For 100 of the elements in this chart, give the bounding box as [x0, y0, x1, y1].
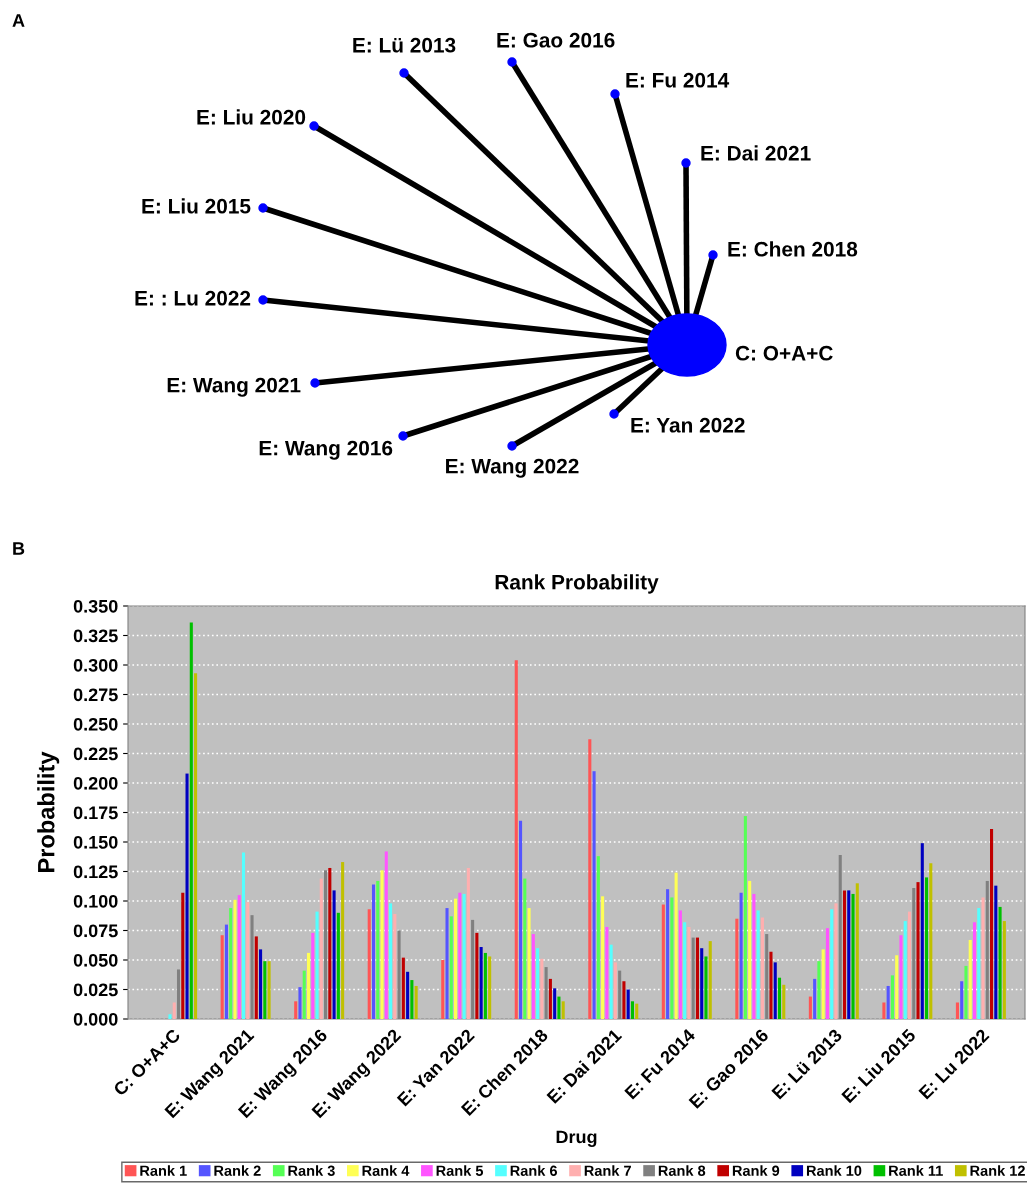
y-tick-label: 0.150 [73, 835, 118, 849]
bar [748, 880, 752, 1019]
bar [817, 961, 821, 1019]
bar [298, 987, 302, 1019]
bar [389, 903, 393, 1019]
bar [319, 878, 323, 1019]
legend-label: Rank 7 [584, 1165, 631, 1176]
bar [185, 773, 189, 1019]
bar [605, 926, 609, 1019]
bar [445, 908, 449, 1019]
bar [695, 937, 699, 1019]
bar [259, 949, 263, 1019]
bar [700, 948, 704, 1019]
bar [708, 941, 712, 1019]
bar [674, 872, 678, 1019]
bar [630, 1001, 634, 1019]
bar [847, 890, 851, 1019]
bar [224, 924, 228, 1019]
bar [194, 673, 198, 1019]
bar [229, 908, 233, 1019]
text: B [13, 542, 25, 555]
bar [294, 1001, 298, 1019]
bar [890, 975, 894, 1019]
bar [315, 911, 319, 1019]
legend-label: Rank 1 [140, 1165, 187, 1176]
bar [968, 939, 972, 1019]
bar [808, 996, 812, 1019]
bar [237, 895, 241, 1019]
bar [519, 820, 523, 1019]
bar [514, 660, 518, 1019]
bar [925, 877, 929, 1019]
bar [254, 936, 258, 1019]
bar [302, 970, 306, 1019]
bar [756, 910, 760, 1019]
y-tick-label: 0.075 [73, 924, 118, 938]
bar [488, 956, 492, 1019]
bar [777, 977, 782, 1019]
bar [955, 1002, 959, 1019]
bar [782, 984, 786, 1019]
text: E: Liu 2015 [142, 198, 251, 214]
bar [380, 870, 384, 1019]
bar [609, 944, 613, 1019]
bar [483, 952, 487, 1019]
bar [527, 908, 531, 1019]
bar [561, 1001, 565, 1019]
bar [263, 961, 267, 1019]
bar [531, 934, 535, 1019]
y-tick-label: 0.325 [73, 629, 118, 643]
bar [704, 956, 708, 1019]
bar [752, 893, 756, 1019]
legend-label: Rank 6 [510, 1165, 557, 1176]
bar [246, 902, 250, 1019]
bar [683, 922, 687, 1019]
y-tick-label: 0.100 [73, 894, 118, 908]
bar [332, 890, 336, 1019]
legend-label: Rank 3 [288, 1165, 335, 1176]
bar [613, 962, 617, 1019]
y-tick-label: 0.350 [73, 599, 118, 613]
legend-label: Rank 2 [214, 1165, 261, 1176]
bar [960, 981, 964, 1019]
bar [998, 906, 1002, 1019]
bar [601, 896, 605, 1019]
bar [907, 911, 912, 1019]
text: E: : Lu 2022 [135, 290, 251, 306]
legend-label: Rank 12 [970, 1165, 1025, 1176]
text: E: Yan 2022 [631, 417, 745, 433]
bar [328, 867, 332, 1019]
bar [920, 843, 924, 1019]
bar [916, 882, 920, 1019]
text: E: Wang 2022 [446, 458, 579, 478]
bar [626, 989, 630, 1019]
bar [168, 1014, 172, 1019]
y-tick-label: 0.050 [73, 953, 118, 967]
text: E: Wang 2016 [259, 440, 393, 460]
bar [189, 622, 193, 1019]
bar [903, 921, 907, 1019]
bar [306, 952, 311, 1019]
bar [406, 971, 410, 1019]
bar [540, 958, 544, 1019]
text: E: Liu 2020 [197, 109, 306, 125]
bar [821, 949, 825, 1019]
bar [813, 978, 817, 1019]
bar [769, 951, 773, 1019]
bar [458, 892, 462, 1019]
bar [393, 913, 397, 1019]
bar [882, 1002, 886, 1019]
bar [929, 863, 933, 1019]
bar [825, 928, 829, 1019]
bar [760, 917, 764, 1019]
text: C: O+A+C [735, 345, 833, 361]
bar [972, 922, 977, 1019]
legend-label: Rank 10 [806, 1165, 862, 1176]
bar [479, 947, 483, 1019]
bar [548, 978, 552, 1019]
bar [454, 898, 458, 1019]
bar [241, 852, 246, 1019]
text: E: Wang 2021 [167, 377, 301, 397]
bar [678, 910, 682, 1019]
bar [466, 867, 470, 1019]
bar [735, 918, 739, 1019]
